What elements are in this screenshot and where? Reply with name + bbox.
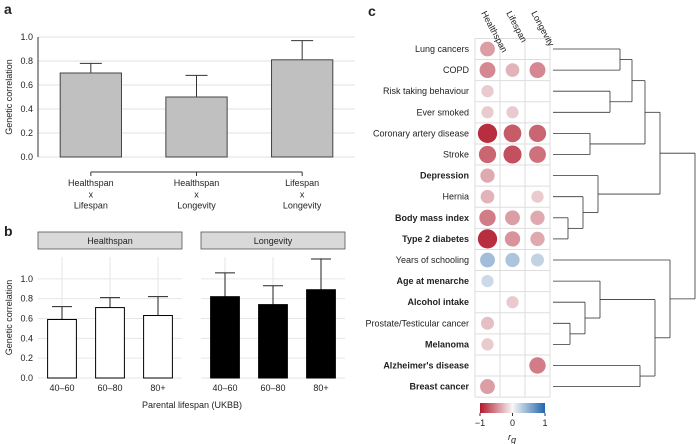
dot xyxy=(480,379,495,395)
x-tick-label: Healthspan x Longevity xyxy=(174,178,220,211)
dot xyxy=(481,85,494,98)
bar xyxy=(210,296,240,379)
dot xyxy=(477,123,498,144)
dot xyxy=(481,338,494,351)
colorbar-tick-label: 1 xyxy=(542,418,547,428)
dot xyxy=(480,41,495,57)
column-label: Longevity xyxy=(529,9,556,48)
row-label: Hernia xyxy=(442,192,469,202)
x-tick-label: 80+ xyxy=(313,383,328,393)
row-label: Coronary artery disease xyxy=(373,128,469,138)
dot xyxy=(477,229,498,249)
y-tick-label: 0.8 xyxy=(20,56,33,66)
dot xyxy=(480,168,495,183)
dot xyxy=(531,190,544,203)
y-tick-label: 0.8 xyxy=(20,294,33,304)
facet-strip xyxy=(37,231,183,250)
y-tick-label: 0.0 xyxy=(20,373,33,383)
dot xyxy=(506,106,519,119)
x-tick-label: 40–60 xyxy=(49,383,74,393)
row-label: Breast cancer xyxy=(409,382,469,392)
x-tick-label: Lifespan x Longevity xyxy=(283,178,322,211)
dot xyxy=(505,252,520,268)
panel-label: a xyxy=(4,1,12,17)
dot xyxy=(530,231,545,247)
dot xyxy=(480,252,495,268)
row-label: COPD xyxy=(443,65,470,75)
y-tick-label: 0.2 xyxy=(20,353,33,363)
y-tick-label: 1.0 xyxy=(20,32,33,42)
x-tick-label: 80+ xyxy=(150,383,165,393)
dot xyxy=(528,124,547,143)
dot xyxy=(503,124,522,143)
y-axis-label: Genetic correlation xyxy=(4,280,14,356)
dot xyxy=(481,274,494,288)
colorbar-tick-label: −1 xyxy=(475,418,485,428)
row-label: Years of schooling xyxy=(396,255,469,265)
dot xyxy=(481,106,494,119)
y-tick-label: 0.6 xyxy=(20,80,33,90)
facet-title: Healthspan xyxy=(87,236,133,246)
row-label: Body mass index xyxy=(395,213,469,223)
dot xyxy=(504,231,521,247)
panel-label: c xyxy=(368,3,376,19)
colorbar-tick-label: 0 xyxy=(510,418,515,428)
bar xyxy=(258,304,288,379)
dot xyxy=(505,63,520,77)
y-tick-label: 0.6 xyxy=(20,313,33,323)
row-label: Risk taking behaviour xyxy=(383,86,469,96)
bar xyxy=(165,96,228,158)
panel-label: b xyxy=(4,223,13,239)
dot xyxy=(479,209,496,226)
bar xyxy=(59,72,122,158)
row-label: Depression xyxy=(420,171,469,181)
row-label: Ever smoked xyxy=(416,107,469,117)
y-tick-label: 0.0 xyxy=(20,152,33,162)
dot xyxy=(479,62,496,79)
bar xyxy=(306,289,336,379)
row-label: Alcohol intake xyxy=(407,297,469,307)
dot xyxy=(503,145,522,164)
facet-title: Longevity xyxy=(254,236,293,246)
dot xyxy=(530,210,545,225)
colorbar-label-subscript: g xyxy=(511,435,516,444)
row-label: Type 2 diabetes xyxy=(402,234,469,244)
row-label: Age at menarche xyxy=(396,276,469,286)
bar xyxy=(143,315,173,379)
row-label: Lung cancers xyxy=(415,44,470,54)
dot xyxy=(506,296,519,309)
colorbar-label: rg xyxy=(508,432,516,444)
colorbar-label-text: r xyxy=(508,432,512,442)
dot xyxy=(529,62,546,79)
dot xyxy=(505,210,520,226)
x-tick-label: 60–80 xyxy=(260,383,285,393)
bar xyxy=(47,318,77,379)
row-label: Alzheimer's disease xyxy=(383,361,469,371)
colorbar xyxy=(480,403,545,413)
bar xyxy=(95,307,125,379)
y-tick-label: 1.0 xyxy=(20,274,33,284)
dot xyxy=(481,316,494,330)
x-tick-label: 40–60 xyxy=(212,383,237,393)
y-tick-label: 0.4 xyxy=(20,104,33,114)
row-label: Melanoma xyxy=(425,339,470,349)
dot xyxy=(529,146,546,163)
dot xyxy=(480,189,495,204)
dot xyxy=(529,357,546,374)
x-axis-label: Parental lifespan (UKBB) xyxy=(142,400,242,410)
dot xyxy=(478,145,497,164)
bar xyxy=(271,59,334,158)
row-label: Stroke xyxy=(443,150,469,160)
row-label: Prostate/Testicular cancer xyxy=(365,318,469,328)
y-tick-label: 0.4 xyxy=(20,333,33,343)
facet-strip xyxy=(200,231,346,250)
y-axis-label: Genetic correlation xyxy=(4,59,14,135)
y-tick-label: 0.2 xyxy=(20,128,33,138)
x-tick-label: 60–80 xyxy=(97,383,122,393)
x-tick-label: Healthspan x Lifespan xyxy=(68,178,114,211)
dot xyxy=(531,253,544,267)
